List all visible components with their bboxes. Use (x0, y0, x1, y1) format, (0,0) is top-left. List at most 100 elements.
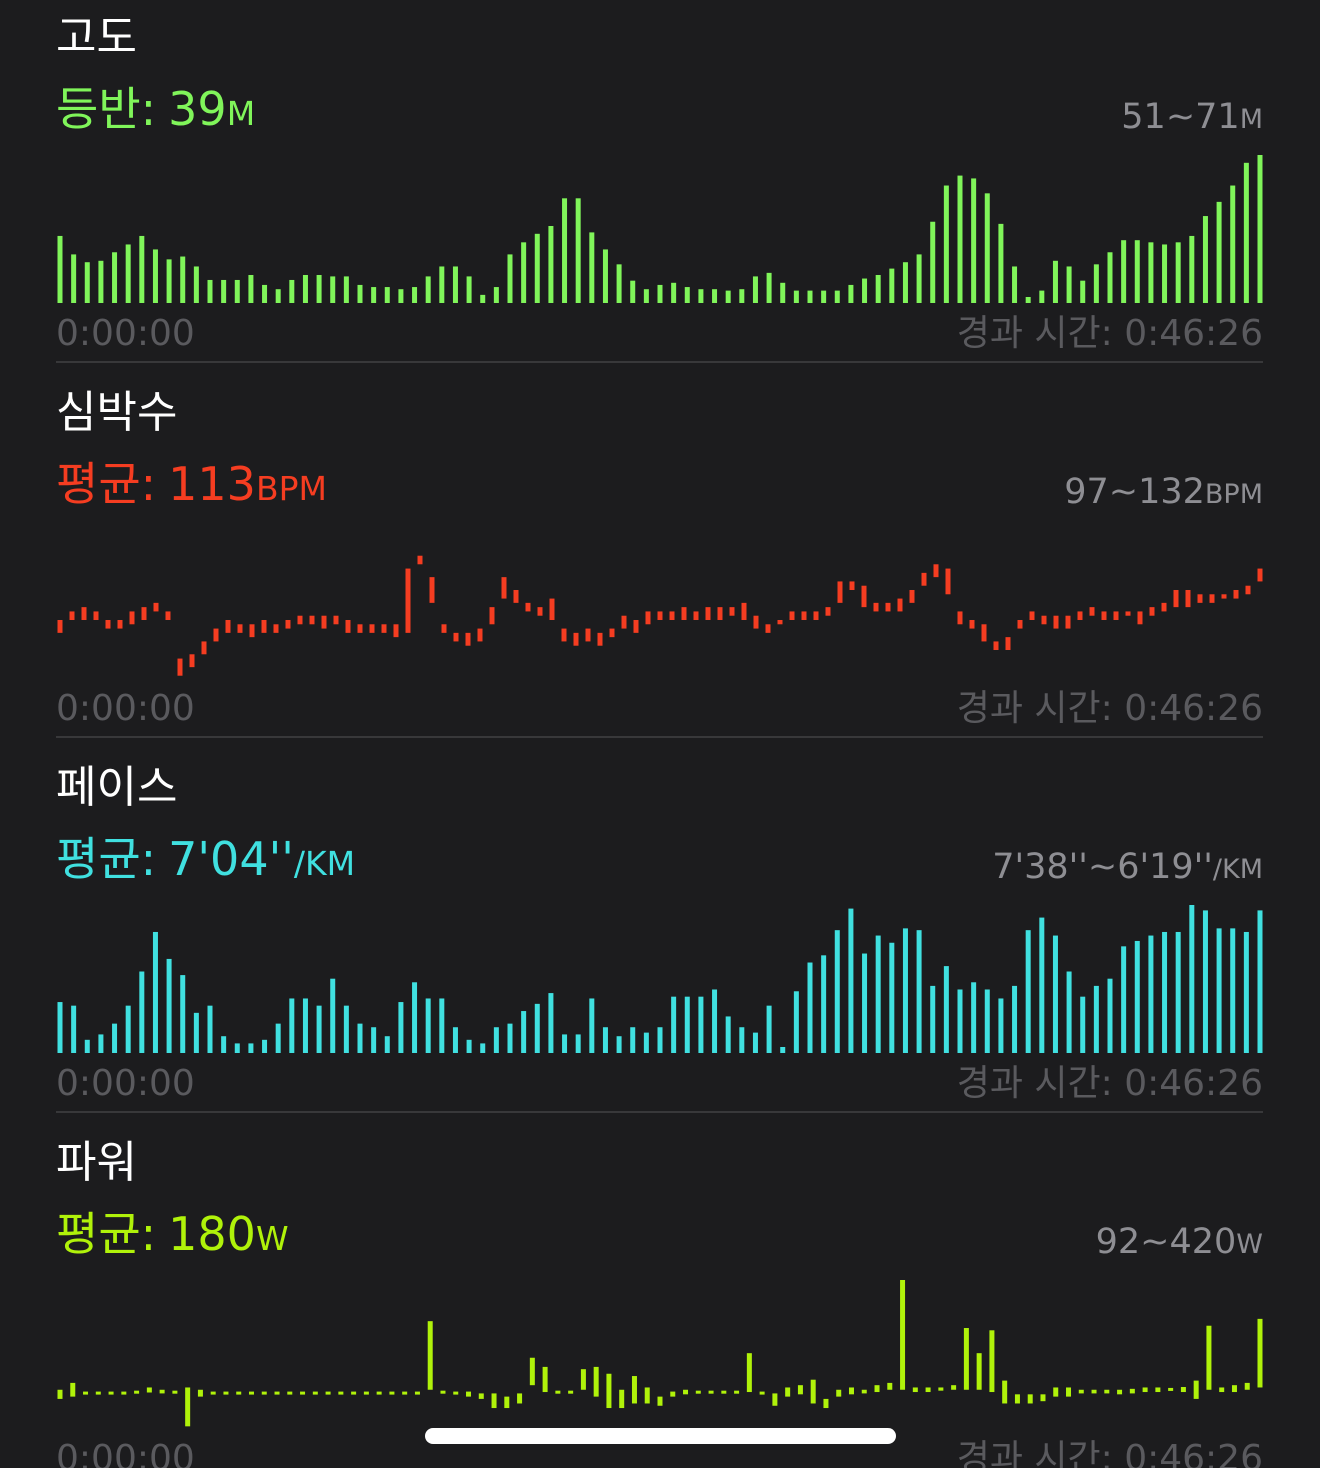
bar (343, 1005, 349, 1053)
range-bar (693, 611, 699, 620)
bar (848, 284, 854, 303)
bar (657, 1027, 663, 1053)
bar (1243, 162, 1249, 303)
range-bar (1221, 594, 1227, 599)
bar (725, 290, 731, 303)
range-min: 7'38'' (992, 847, 1088, 887)
range-bar (909, 590, 915, 603)
range-bar (1185, 590, 1191, 608)
range-bar (159, 1389, 165, 1394)
bar (562, 1034, 568, 1053)
range-bar (465, 632, 471, 646)
range-bar (297, 615, 303, 625)
bar (1025, 297, 1031, 303)
range-bar (585, 628, 591, 642)
bar (439, 266, 445, 303)
range-max: 71 (1195, 97, 1240, 137)
range-bar (874, 1385, 880, 1393)
bar (766, 1005, 772, 1053)
bar (493, 287, 499, 303)
range-bar (95, 1391, 101, 1395)
range-bar (1206, 1325, 1212, 1390)
range-bar (1077, 611, 1083, 620)
range-bar (1197, 594, 1203, 603)
bar (289, 998, 295, 1053)
summary: 등반: 39M (56, 82, 255, 136)
bar (766, 272, 772, 303)
bar (493, 1027, 499, 1053)
range-bar (248, 1391, 254, 1395)
bar (152, 931, 158, 1053)
bar (262, 1039, 268, 1053)
range-bar (1113, 611, 1119, 620)
range-bar (478, 1393, 484, 1399)
range-bar (213, 628, 219, 642)
range-bar (285, 620, 291, 629)
bar (534, 233, 540, 303)
range-bar (568, 1390, 574, 1394)
range-bar (555, 1390, 561, 1394)
range-min: 51 (1121, 97, 1166, 137)
summary-value: 180 (168, 1207, 256, 1261)
range-bar (741, 602, 747, 620)
elapsed-time: 경과 시간: 0:46:26 (957, 1438, 1263, 1468)
range-bar (989, 1330, 995, 1393)
bar (84, 1039, 90, 1053)
bar (221, 1036, 227, 1053)
range-bar (683, 1389, 689, 1395)
range: 97~132BPM (1064, 472, 1263, 512)
range-bar (429, 577, 435, 603)
bar (848, 908, 854, 1053)
bar (507, 1023, 513, 1053)
home-indicator[interactable] (425, 1428, 896, 1444)
bar (1216, 201, 1222, 303)
bar (1162, 244, 1168, 303)
range-bar (670, 1391, 676, 1397)
bar (384, 1036, 390, 1053)
bar (1134, 240, 1140, 303)
range-bar (369, 624, 375, 633)
bar (862, 278, 868, 303)
bar (780, 282, 786, 303)
bar (221, 279, 227, 303)
range-bar (1125, 611, 1131, 616)
range-bar (185, 1387, 191, 1427)
range-bar (153, 602, 159, 612)
range-bar (734, 1390, 740, 1394)
bar (780, 1047, 786, 1053)
bar (98, 1034, 104, 1053)
bar (698, 289, 704, 303)
range-bar (1245, 585, 1251, 595)
bar (452, 266, 458, 303)
range-min: 97 (1064, 472, 1109, 512)
bar (998, 998, 1004, 1053)
bar (807, 962, 813, 1053)
range-bar (300, 1391, 306, 1395)
bar (971, 178, 977, 303)
range-bar (873, 602, 879, 612)
range-bar (561, 628, 567, 642)
bar (1066, 971, 1072, 1053)
range-bar (785, 1387, 791, 1397)
range-bar (1029, 611, 1035, 620)
range-bar (440, 1390, 446, 1394)
summary: 평균: 7'04''/KM (56, 832, 355, 886)
bar (575, 198, 581, 303)
bar (302, 274, 308, 303)
range-bar (1155, 1387, 1161, 1393)
bar (466, 1039, 472, 1053)
range-unit: M (1240, 104, 1263, 135)
range-min: 92 (1096, 1222, 1141, 1262)
range-bar (504, 1396, 510, 1409)
bar (1243, 931, 1249, 1053)
range-bar (801, 611, 807, 620)
bar (930, 221, 936, 303)
range-bar (542, 1366, 548, 1393)
bar (930, 985, 936, 1053)
range-bar (357, 624, 363, 633)
summary-value: 39 (168, 82, 227, 136)
range-bar (825, 607, 831, 616)
range-max: 132 (1138, 472, 1205, 512)
range-bar (1244, 1382, 1250, 1390)
